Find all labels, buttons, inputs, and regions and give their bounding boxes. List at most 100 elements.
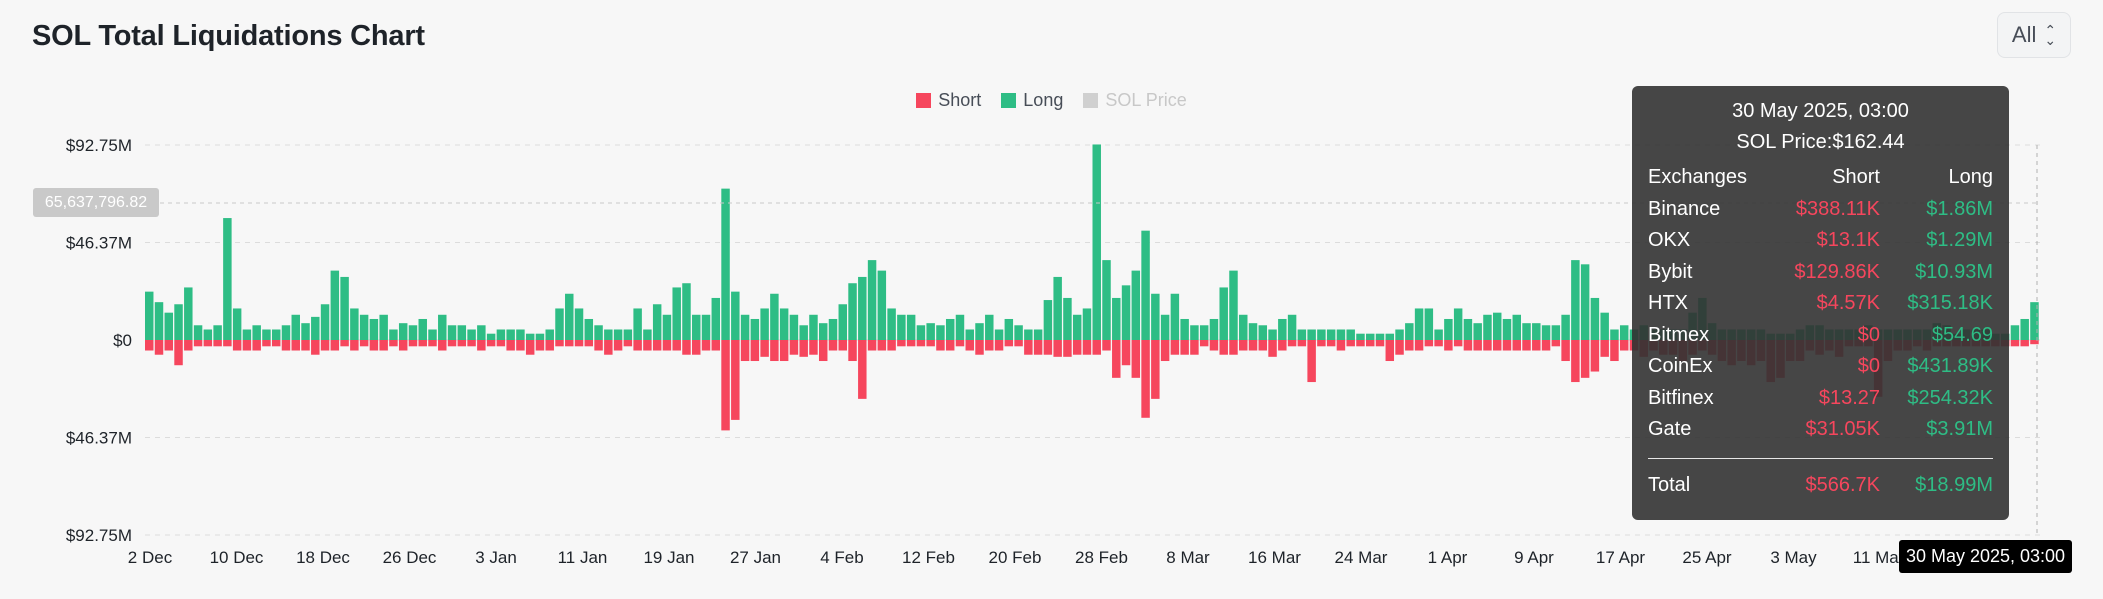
bar-short[interactable] <box>1326 340 1336 347</box>
bar-long[interactable] <box>320 304 330 340</box>
bar-long[interactable] <box>467 329 476 340</box>
bar-long[interactable] <box>379 314 388 340</box>
legend-item-short[interactable]: Short <box>916 90 981 111</box>
bar-short[interactable] <box>584 340 594 347</box>
bar-long[interactable] <box>623 329 633 340</box>
bar-long[interactable] <box>1239 314 1248 340</box>
bar-short[interactable] <box>740 340 750 362</box>
bar-long[interactable] <box>975 323 984 340</box>
bar-long[interactable] <box>926 323 935 340</box>
bar-long[interactable] <box>359 314 369 340</box>
bar-long[interactable] <box>1160 314 1170 340</box>
bar-long[interactable] <box>652 304 662 340</box>
bar-long[interactable] <box>145 291 154 340</box>
bar-short[interactable] <box>1414 340 1424 351</box>
bar-long[interactable] <box>1248 323 1258 340</box>
bar-short[interactable] <box>252 340 261 351</box>
bar-short[interactable] <box>994 340 1004 351</box>
bar-short[interactable] <box>174 340 183 366</box>
bar-short[interactable] <box>1180 340 1189 355</box>
bar-short[interactable] <box>1600 340 1609 357</box>
bar-short[interactable] <box>965 340 974 351</box>
bar-long[interactable] <box>692 314 701 340</box>
bar-short[interactable] <box>711 340 721 351</box>
bar-short[interactable] <box>662 340 672 351</box>
bar-short[interactable] <box>1248 340 1258 351</box>
bar-short[interactable] <box>1492 340 1502 351</box>
bar-long[interactable] <box>1121 285 1131 340</box>
bar-short[interactable] <box>1483 340 1492 351</box>
bar-short[interactable] <box>1004 340 1014 347</box>
bar-long[interactable] <box>809 314 818 340</box>
bar-short[interactable] <box>916 340 926 347</box>
bar-short[interactable] <box>223 340 232 347</box>
bar-long[interactable] <box>779 308 789 340</box>
bar-short[interactable] <box>330 340 340 351</box>
bar-long[interactable] <box>887 308 896 340</box>
bar-short[interactable] <box>750 340 760 362</box>
bar-short[interactable] <box>1541 340 1551 351</box>
bar-short[interactable] <box>633 340 642 351</box>
bar-short[interactable] <box>1512 340 1521 351</box>
bar-short[interactable] <box>369 340 379 351</box>
bar-short[interactable] <box>1209 340 1219 351</box>
bar-short[interactable] <box>887 340 896 351</box>
bar-short[interactable] <box>1121 340 1131 366</box>
bar-long[interactable] <box>643 329 652 340</box>
bar-short[interactable] <box>1551 340 1561 347</box>
bar-long[interactable] <box>1307 329 1316 340</box>
bar-short[interactable] <box>496 340 506 347</box>
bar-long[interactable] <box>1287 314 1297 340</box>
bar-long[interactable] <box>252 325 261 340</box>
bar-long[interactable] <box>1424 308 1434 340</box>
bar-short[interactable] <box>1571 340 1580 383</box>
bar-long[interactable] <box>945 318 955 340</box>
bar-short[interactable] <box>1151 340 1160 399</box>
bar-short[interactable] <box>1610 340 1619 362</box>
bar-long[interactable] <box>1541 325 1551 340</box>
bar-short[interactable] <box>320 340 330 351</box>
bar-long[interactable] <box>1063 297 1072 340</box>
bar-long[interactable] <box>1522 323 1531 340</box>
bar-short[interactable] <box>477 340 486 351</box>
bar-short[interactable] <box>1170 340 1180 355</box>
bar-long[interactable] <box>477 325 486 340</box>
bar-long[interactable] <box>1571 260 1580 340</box>
bar-long[interactable] <box>770 293 779 340</box>
bar-short[interactable] <box>877 340 887 351</box>
bar-short[interactable] <box>145 340 154 351</box>
bar-long[interactable] <box>1512 314 1521 340</box>
bar-long[interactable] <box>789 314 799 340</box>
bar-short[interactable] <box>1424 340 1434 347</box>
bar-short[interactable] <box>2020 340 2029 347</box>
bar-short[interactable] <box>1053 340 1062 357</box>
bar-short[interactable] <box>906 340 916 347</box>
bar-long[interactable] <box>1444 318 1453 340</box>
bar-short[interactable] <box>291 340 300 351</box>
bar-long[interactable] <box>1082 308 1092 340</box>
bar-short[interactable] <box>975 340 984 355</box>
bar-short[interactable] <box>858 340 867 399</box>
bar-long[interactable] <box>164 312 174 340</box>
bar-short[interactable] <box>1317 340 1326 347</box>
bar-short[interactable] <box>1405 340 1414 351</box>
bar-long[interactable] <box>1356 333 1365 340</box>
bar-long[interactable] <box>1385 333 1395 340</box>
bar-short[interactable] <box>281 340 291 351</box>
bar-long[interactable] <box>838 304 847 340</box>
bar-long[interactable] <box>936 325 945 340</box>
bar-long[interactable] <box>1610 329 1619 340</box>
bar-long[interactable] <box>438 314 447 340</box>
bar-short[interactable] <box>389 340 398 347</box>
bar-long[interactable] <box>242 329 252 340</box>
bar-long[interactable] <box>1131 270 1141 340</box>
bar-short[interactable] <box>809 340 818 355</box>
bar-short[interactable] <box>1346 340 1355 347</box>
bar-short[interactable] <box>1502 340 1512 351</box>
bar-long[interactable] <box>1463 318 1473 340</box>
bar-short[interactable] <box>467 340 476 347</box>
bar-long[interactable] <box>1278 318 1287 340</box>
bar-short[interactable] <box>897 340 906 347</box>
bar-short[interactable] <box>1131 340 1141 378</box>
bar-long[interactable] <box>496 329 506 340</box>
